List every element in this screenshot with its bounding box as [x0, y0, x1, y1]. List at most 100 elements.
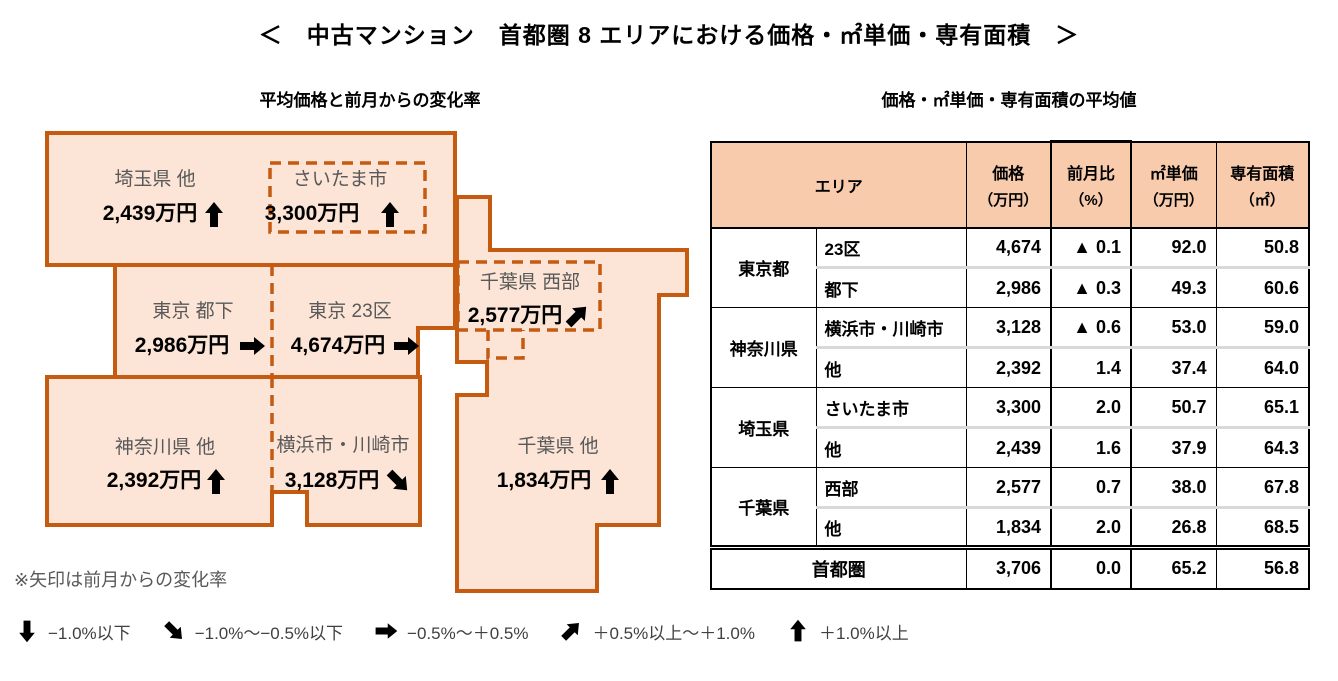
area-cell: 都下 [815, 266, 967, 308]
sqm-cell: 26.8 [1130, 506, 1217, 548]
sqm-cell: 49.3 [1130, 266, 1217, 308]
area-cell: 横浜市・川崎市 [815, 307, 967, 348]
sqm-cell: 65.2 [1130, 545, 1217, 589]
region-label-saitama-city: さいたま市 [293, 168, 387, 190]
sqm-cell: 53.0 [1130, 307, 1217, 348]
stats-table: エリア 価格 （万円） 前月比 （%） ㎡単価 （万円） 専有面積 （㎡） [710, 140, 1310, 590]
area-cell: 23区 [815, 227, 967, 268]
region-label-chiba-west: 千葉県 西部 [480, 271, 580, 293]
region-label-kanagawa-other: 神奈川県 他 [115, 436, 215, 458]
price-cell: 2,439 [965, 426, 1052, 468]
col-header-price-label: 価格 [992, 165, 1025, 183]
table-row: 千葉県 西部 2,577 0.7 38.0 67.8 [710, 467, 1310, 548]
region-cell: 東京都 [710, 227, 817, 308]
region-value-saitama-other: 2,439万円 [103, 202, 198, 225]
legend-label: −0.5%〜＋0.5% [407, 623, 529, 643]
sqm-cell: 38.0 [1130, 467, 1217, 508]
space-cell: 56.8 [1215, 545, 1310, 589]
col-header-sqm-label: ㎡単価 [1149, 165, 1198, 183]
page-title: ＜ 中古マンション 首都圏 8 エリアにおける価格・㎡単価・専有面積 ＞ [258, 22, 1080, 48]
trend-flat-icon [375, 623, 398, 639]
region-value-tokyo-tama: 2,986万円 [135, 334, 230, 357]
area-cell: さいたま市 [815, 387, 967, 428]
mom-cell: 2.0 [1050, 506, 1132, 548]
col-header-space-unit: （㎡） [1239, 191, 1285, 209]
region-label-chiba-other: 千葉県 他 [517, 435, 598, 457]
space-cell: 65.1 [1215, 387, 1310, 428]
region-label-tokyo-23: 東京 23区 [308, 300, 391, 322]
sqm-cell: 50.7 [1130, 387, 1217, 428]
region-cell: 神奈川県 [710, 307, 817, 388]
arrow-note: ※矢印は前月からの変化率 [14, 570, 228, 590]
mom-cell: 1.6 [1050, 426, 1132, 468]
col-header-price: 価格 （万円） [965, 141, 1052, 229]
col-header-space-label: 専有面積 [1230, 165, 1295, 183]
region-label-saitama-other: 埼玉県 他 [114, 168, 195, 190]
price-cell: 3,706 [965, 545, 1052, 589]
mom-cell: ▲ 0.6 [1050, 307, 1132, 348]
price-cell: 1,834 [965, 506, 1052, 548]
col-header-price-unit: （万円） [978, 191, 1039, 209]
area-cell: 他 [815, 346, 967, 388]
trend-legend: −1.0%以下 −1.0%〜−0.5%以下 −0.5%〜＋0.5% ＋0.5%以… [14, 618, 909, 644]
dashed-outline-chiba-west-tab [486, 330, 525, 360]
mom-cell: 2.0 [1050, 387, 1132, 428]
price-cell: 2,577 [965, 467, 1052, 508]
region-shape-saitama [45, 131, 457, 267]
table-row: 他 2,392 1.4 37.4 64.0 [711, 346, 1310, 388]
sqm-cell: 92.0 [1130, 227, 1217, 268]
mom-cell: ▲ 0.1 [1050, 227, 1132, 268]
space-cell: 64.0 [1215, 346, 1310, 388]
space-cell: 67.8 [1215, 467, 1310, 508]
col-header-mom-label: 前月比 [1066, 165, 1115, 183]
trend-down-icon [19, 620, 35, 643]
table-subtitle: 価格・㎡単価・専有面積の平均値 [881, 91, 1137, 110]
col-header-mom: 前月比 （%） [1050, 140, 1132, 229]
region-shape-kanagawa [45, 375, 422, 527]
mom-cell: 1.4 [1050, 346, 1132, 388]
col-header-sqm: ㎡単価 （万円） [1130, 141, 1217, 229]
price-cell: 3,128 [965, 307, 1052, 348]
col-header-space: 専有面積 （㎡） [1215, 141, 1310, 229]
legend-label: −1.0%以下 [48, 623, 131, 643]
trend-diag-up-icon [558, 618, 585, 644]
space-cell: 64.3 [1215, 426, 1310, 468]
legend-item: −0.5%〜＋0.5% [373, 618, 528, 644]
area-map: 埼玉県 他 2,439万円 さいたま市 3,300万円 東京 都下 2,986万… [45, 131, 689, 593]
region-value-kanagawa-other: 2,392万円 [107, 469, 202, 492]
legend-item: −1.0%〜−0.5%以下 [160, 618, 344, 644]
legend-item: −1.0%以下 [14, 618, 131, 644]
dashed-outline-saitama-city [268, 161, 427, 234]
trend-diag-down-icon [160, 618, 187, 644]
region-value-tokyo-23: 4,674万円 [291, 334, 386, 357]
region-value-yokohama-kawasaki: 3,128万円 [285, 469, 380, 492]
region-cell: 埼玉県 [710, 387, 817, 468]
region-value-chiba-west: 2,577万円 [468, 304, 563, 327]
space-cell: 59.0 [1215, 307, 1310, 348]
area-cell: 他 [815, 426, 967, 468]
space-cell: 50.8 [1215, 227, 1310, 268]
space-cell: 68.5 [1215, 506, 1310, 548]
table-header-row: エリア 価格 （万円） 前月比 （%） ㎡単価 （万円） 専有面積 （㎡） [710, 140, 1310, 229]
legend-item: ＋1.0%以上 [785, 618, 909, 644]
table-row: 東京都 23区 4,674 ▲ 0.1 92.0 50.8 [710, 227, 1310, 308]
legend-label: −1.0%〜−0.5%以下 [194, 623, 344, 643]
region-label-yokohama-kawasaki: 横浜市・川崎市 [276, 434, 409, 456]
mom-cell: 0.0 [1050, 545, 1132, 589]
dashed-outline-chiba-west [456, 260, 602, 332]
col-header-sqm-unit: （万円） [1143, 191, 1204, 209]
total-label-cell: 首都圏 [710, 545, 967, 589]
table-row: 埼玉県 さいたま市 3,300 2.0 50.7 65.1 [710, 387, 1310, 468]
mom-cell: ▲ 0.3 [1050, 266, 1132, 308]
table-row: 都下 2,986 ▲ 0.3 49.3 60.6 [711, 266, 1310, 308]
area-cell: 西部 [815, 467, 967, 508]
col-header-mom-unit: （%） [1069, 191, 1113, 209]
price-cell: 3,300 [965, 387, 1052, 428]
mom-cell: 0.7 [1050, 467, 1132, 508]
price-cell: 2,392 [965, 346, 1052, 388]
area-cell: 他 [815, 506, 967, 548]
trend-up-icon [790, 619, 806, 642]
map-subtitle: 平均価格と前月からの変化率 [259, 91, 481, 110]
space-cell: 60.6 [1215, 266, 1310, 308]
